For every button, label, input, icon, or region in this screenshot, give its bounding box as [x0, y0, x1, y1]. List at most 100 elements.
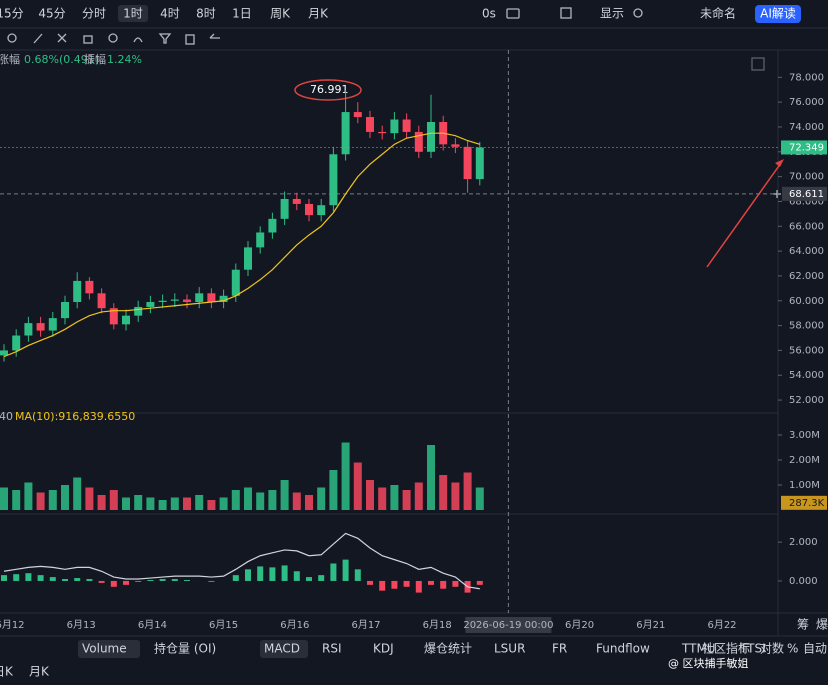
macd-bar: [98, 580, 105, 583]
macd-bar: [379, 580, 386, 591]
crosshair-price-bg: [782, 186, 827, 201]
macd-bar: [476, 580, 483, 585]
macd-bar: [135, 580, 142, 582]
x-tick-label: 6月18: [423, 619, 452, 631]
volume-bar: [341, 442, 350, 510]
volume-bar: [463, 472, 472, 510]
volume-bar: [305, 495, 313, 510]
macd-bar: [306, 577, 312, 581]
interval-button[interactable]: 15分: [0, 7, 24, 21]
macd-bar: [440, 580, 447, 589]
interval-button[interactable]: 8时: [196, 7, 216, 21]
candle-body: [231, 269, 240, 296]
interval-button[interactable]: 周K: [270, 7, 291, 21]
volume-bar: [122, 497, 130, 510]
candle-body: [329, 154, 338, 206]
x-tick-label: 6月21: [636, 619, 665, 631]
indicator-tab[interactable]: LSUR: [494, 642, 525, 656]
candle-body: [378, 131, 387, 134]
y-tick-label: 2.00M: [789, 455, 820, 466]
arrow-head: [775, 159, 784, 167]
tab-tool[interactable]: 社区指标: [702, 641, 750, 656]
candle-body: [292, 198, 301, 204]
volume-bar: [97, 495, 106, 510]
candle-body: [366, 117, 374, 132]
macd-bar: [403, 580, 410, 587]
macd-bar: [25, 573, 32, 581]
interval-button[interactable]: 月K: [308, 7, 329, 21]
volume-bar: [158, 500, 167, 510]
indicator-tab[interactable]: KDJ: [373, 642, 394, 656]
side-button[interactable]: 筹: [797, 618, 809, 632]
bottom-interval[interactable]: 日K: [0, 665, 14, 679]
tab-tool[interactable]: 对数: [760, 641, 784, 656]
macd-bar: [330, 563, 337, 581]
candle-body: [146, 302, 155, 307]
indicator-tab[interactable]: 爆仓统计: [424, 642, 472, 656]
interval-button[interactable]: 45分: [38, 7, 65, 21]
volume-bar: [146, 497, 155, 510]
indicator-tab[interactable]: Fundflow: [596, 642, 650, 656]
volume-bar: [134, 495, 143, 510]
indicator-tab[interactable]: RSI: [322, 642, 342, 656]
volume-bar: [329, 470, 338, 510]
y-tick-label: 76.000: [789, 97, 824, 108]
last-price-label: 72.349: [789, 142, 824, 153]
interval-button[interactable]: 1时: [123, 7, 143, 21]
x-tick-label: 6月12: [0, 619, 25, 631]
volume-bar: [451, 482, 460, 510]
interval-button[interactable]: 分时: [82, 7, 106, 21]
volume-bar: [256, 492, 265, 510]
indicator-tab[interactable]: 持仓量 (OI): [154, 641, 216, 656]
ai-button-bg[interactable]: [755, 5, 801, 23]
display-button[interactable]: 显示: [600, 7, 624, 21]
x-tick-label: 6月13: [67, 619, 96, 631]
macd-bar: [37, 575, 44, 581]
volume-bar: [219, 497, 228, 510]
x-tick-label: 6月20: [565, 619, 594, 631]
volume-bar: [170, 497, 179, 510]
x-tick-label: 6月17: [351, 619, 380, 631]
volume-bar: [231, 490, 240, 510]
indicator-tab[interactable]: Volume: [82, 642, 127, 656]
candle-body: [280, 198, 289, 219]
high-label: 76.991: [310, 83, 349, 96]
interval-button[interactable]: 4时: [160, 7, 180, 21]
macd-bar: [1, 575, 7, 581]
candle-body: [36, 323, 45, 331]
info-label: 振幅: [84, 52, 106, 66]
ai-button[interactable]: AI解读: [760, 7, 796, 21]
macd-bar: [86, 579, 93, 581]
bottom-interval[interactable]: 月K: [29, 665, 50, 679]
volume-bar: [353, 462, 362, 510]
annotation-arrow: [706, 162, 782, 268]
watermark: @ 区块捕手敏姐: [668, 656, 749, 670]
indicator-tab[interactable]: TTSI: [739, 642, 766, 656]
indicator-tab[interactable]: MACD: [264, 642, 300, 656]
candle-body: [134, 306, 143, 316]
tab-tool[interactable]: %: [787, 642, 798, 656]
volume-bar: [85, 487, 94, 510]
toolbar-icons[interactable]: [7, 7, 781, 198]
y-tick-label: 62.000: [789, 271, 824, 282]
candle-body: [97, 293, 106, 309]
candle-body: [183, 299, 191, 302]
macd-bar: [232, 575, 239, 581]
x-tick-label: 6月14: [138, 619, 167, 631]
macd-bar: [257, 566, 264, 581]
candle-body: [256, 232, 265, 248]
annotation-ellipse: [294, 79, 362, 101]
indicator-tab[interactable]: TTMU: [681, 642, 716, 656]
interval-button[interactable]: 1日: [232, 7, 252, 21]
indicator-tab[interactable]: FR: [552, 642, 567, 656]
volume-bar: [195, 495, 204, 510]
candle-body: [219, 295, 228, 302]
timer[interactable]: 0s: [482, 7, 496, 21]
side-button[interactable]: 爆: [816, 618, 828, 632]
layout-name[interactable]: 未命名: [700, 6, 736, 21]
candle-body: [463, 146, 472, 180]
tab-tool[interactable]: 自动: [803, 642, 827, 656]
volume-bar: [402, 490, 411, 510]
y-tick-label: 52.000: [789, 395, 824, 406]
